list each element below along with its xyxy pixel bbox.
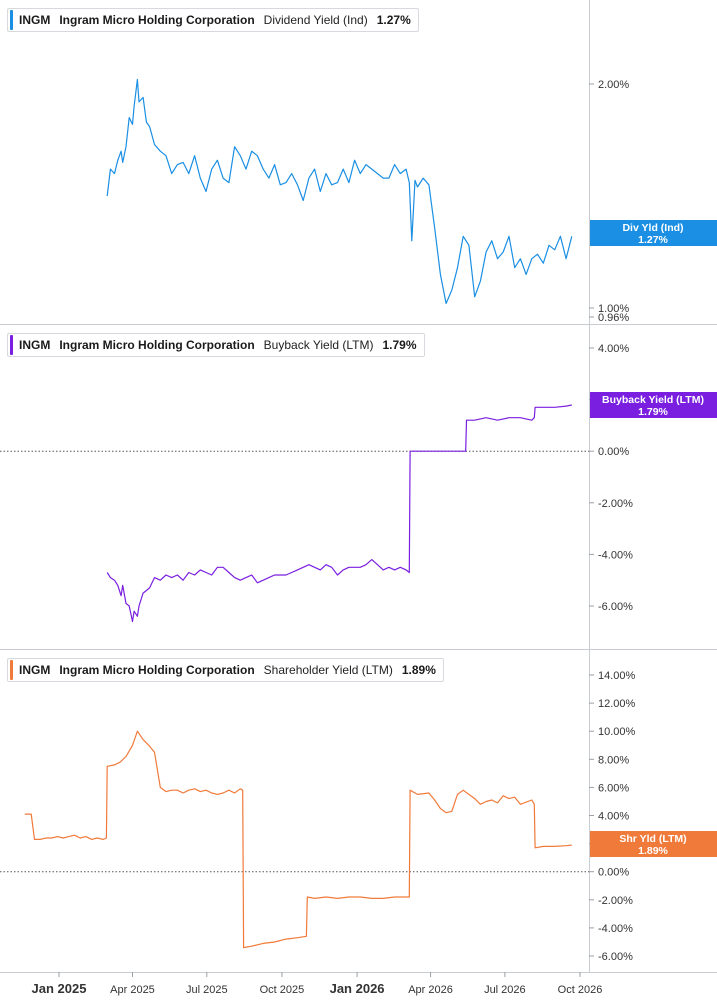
- legend-shareholder-yield[interactable]: INGM Ingram Micro Holding Corporation Sh…: [7, 658, 444, 682]
- y-tick-label: -4.00%: [598, 549, 633, 561]
- legend-metric: Buyback Yield (LTM): [263, 338, 374, 352]
- x-tick-label: Jul 2025: [186, 984, 228, 996]
- badge-shareholder-yield: Shr Yld (LTM)1.89%: [590, 831, 717, 857]
- panel-1: 2.00% 1.00%0.96% Div Yld (Ind)1.27%: [106, 78, 717, 324]
- legend-value: 1.89%: [401, 663, 436, 677]
- buyback-yield-line[interactable]: [106, 404, 572, 623]
- x-tick-label: Jan 2025: [32, 981, 87, 996]
- y-tick-label: -6.00%: [598, 601, 633, 613]
- y-tick-label: 10.00%: [598, 726, 636, 738]
- y-tick-label: -4.00%: [598, 923, 633, 935]
- legend-company: Ingram Micro Holding Corporation: [59, 13, 255, 27]
- x-tick-label: Apr 2025: [110, 984, 155, 996]
- panels-layer: 2.00% 1.00%0.96% Div Yld (Ind)1.27% 4.00% 2.…: [0, 78, 717, 963]
- shareholder-yield-line[interactable]: [24, 730, 572, 949]
- x-tick-label: Apr 2026: [408, 984, 453, 996]
- badge-value: 1.79%: [638, 406, 668, 418]
- x-tick-label: Jan 2026: [330, 981, 385, 996]
- badge-dividend-yield: Div Yld (Ind)1.27%: [590, 220, 717, 246]
- y-tick-label: 1.00%: [598, 303, 629, 315]
- x-tick-label: Jul 2026: [484, 984, 526, 996]
- badge-value: 1.89%: [638, 845, 668, 857]
- y-tick-label: -2.00%: [598, 498, 633, 510]
- legend-company: Ingram Micro Holding Corporation: [59, 338, 255, 352]
- legend-value: 1.79%: [382, 338, 417, 352]
- legend-ticker: INGM: [19, 338, 51, 352]
- y-tick-label: 12.00%: [598, 698, 636, 710]
- x-tick-label: Oct 2026: [558, 984, 603, 996]
- y-tick-label: 4.00%: [598, 811, 629, 823]
- badge-label: Div Yld (Ind): [622, 222, 683, 234]
- series-color-marker: [10, 10, 13, 30]
- legend-company: Ingram Micro Holding Corporation: [59, 663, 255, 677]
- y-tick-label: -6.00%: [598, 951, 633, 963]
- y-tick-label: 6.00%: [598, 782, 629, 794]
- legend-metric: Dividend Yield (Ind): [263, 13, 368, 27]
- y-tick-label: 14.00%: [598, 670, 636, 682]
- badge-label: Buyback Yield (LTM): [602, 394, 704, 406]
- badge-buyback-yield: Buyback Yield (LTM)1.79%: [590, 392, 717, 418]
- legend-dividend-yield[interactable]: INGM Ingram Micro Holding Corporation Di…: [7, 8, 419, 32]
- legend-ticker: INGM: [19, 663, 51, 677]
- series-color-marker: [10, 660, 13, 680]
- y-tick-label: 2.00%: [598, 79, 629, 91]
- y-tick-label: 8.00%: [598, 754, 629, 766]
- badge-value: 1.27%: [638, 234, 668, 246]
- y-tick-label: 0.00%: [598, 446, 629, 458]
- y-tick-label: 0.00%: [598, 867, 629, 879]
- legend-buyback-yield[interactable]: INGM Ingram Micro Holding Corporation Bu…: [7, 333, 425, 357]
- legend-ticker: INGM: [19, 13, 51, 27]
- badge-label: Shr Yld (LTM): [619, 833, 686, 845]
- legend-metric: Shareholder Yield (LTM): [263, 663, 393, 677]
- y-tick-label: 0.96%: [598, 312, 629, 324]
- y-tick-label: -2.00%: [598, 895, 633, 907]
- panel-3: 14.00%12.00%10.00%8.00%6.00%4.00%2.00%0.…: [0, 670, 717, 963]
- dividend-yield-line[interactable]: [106, 78, 573, 305]
- legend-value: 1.27%: [376, 13, 411, 27]
- x-tick-label: Oct 2025: [260, 984, 305, 996]
- panel-2: 4.00%2.00%0.00%-2.00%-4.00%-6.00%Buyback…: [0, 343, 717, 623]
- x-axis: Jan 2025 Apr 2025 Jul 2025 Oct 2025 Jan 2026…: [32, 972, 603, 996]
- series-color-marker: [10, 335, 13, 355]
- y-tick-label: 4.00%: [598, 343, 629, 355]
